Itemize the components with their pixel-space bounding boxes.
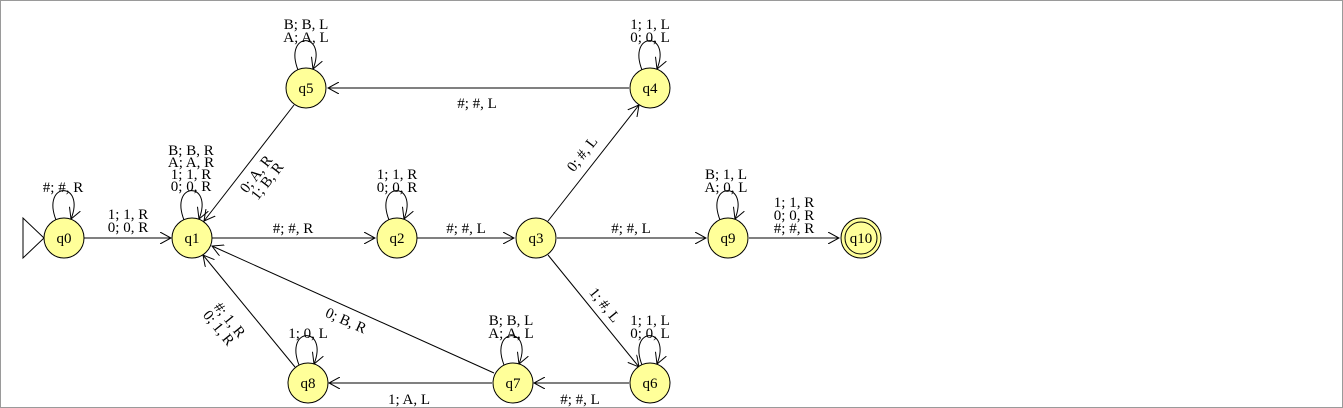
loop-q9 [716, 190, 738, 221]
state-q2: q2 [376, 217, 418, 259]
label-loop-q1: B; B, R [168, 143, 213, 159]
label-loop-q5: A; A, L [283, 30, 328, 46]
state-label: q6 [643, 376, 659, 392]
loop-q4 [638, 40, 660, 71]
state-q9: q9 [707, 217, 749, 259]
state-q8: q8 [287, 362, 329, 404]
loop-q5 [294, 40, 316, 71]
label-loop-q1: 0; 0, R [171, 179, 211, 195]
label-q7-q8: 1; A, L [388, 392, 430, 408]
edge-q3-q6 [547, 254, 639, 367]
state-q7: q7 [492, 362, 534, 404]
loop-q2 [385, 190, 407, 221]
label-loop-q1: 1; 1, R [171, 167, 211, 183]
state-q3: q3 [515, 217, 557, 259]
label-q3-q6: 1; #, L [585, 285, 622, 326]
label-loop-q2: 1; 1, R [377, 167, 417, 183]
label-loop-q6: 1; 1, L [630, 313, 670, 329]
state-label: q8 [301, 376, 316, 392]
edge-q5-q1 [204, 104, 295, 221]
label-loop-q7: A; A, L [488, 326, 533, 342]
state-label: q9 [721, 231, 736, 247]
state-label: q3 [529, 231, 544, 247]
start-arrow-marker [22, 216, 45, 260]
state-label: q4 [643, 81, 659, 97]
label-q3-q4: 0; #, L [564, 134, 601, 175]
label-loop-q8: 1; 0, L [288, 326, 328, 342]
state-label: q10 [850, 231, 873, 247]
loop-q7 [500, 335, 522, 366]
state-label: q0 [57, 231, 72, 247]
label-loop-q2: 0; 0, R [377, 180, 417, 196]
label-q7-q1: 0; B, R [323, 305, 369, 337]
label-q3-q9: #; #, L [611, 221, 651, 237]
label-loop-q5: B; B, L [284, 17, 329, 33]
label-loop-q4: 0; 0, L [630, 30, 670, 46]
label-q9-q10: #; #, R [774, 221, 814, 237]
loop-q1 [180, 190, 202, 221]
state-label: q1 [185, 231, 200, 247]
state-label: q7 [506, 376, 522, 392]
label-q1-q2: #; #, R [273, 221, 313, 237]
state-q5: q5 [285, 67, 327, 109]
label-loop-q7: B; B, L [489, 313, 534, 329]
label-q0-q1: 1; 1, R [108, 207, 148, 223]
label-q2-q3: #; #, L [446, 221, 486, 237]
label-loop-q9: A; 0, L [705, 180, 748, 196]
loop-q8 [295, 335, 317, 366]
state-q0: q0 [43, 217, 85, 259]
state-q10-accepting: q10 [840, 217, 882, 259]
label-q9-q10: 0; 0, R [774, 208, 814, 224]
label-q9-q10: 1; 1, R [774, 195, 814, 211]
edge-q8-q1 [203, 255, 296, 368]
loop-q0 [52, 190, 74, 221]
label-loop-q9: B; 1, L [705, 167, 747, 183]
state-label: q2 [390, 231, 405, 247]
label-loop-q6: 0; 0, L [630, 326, 670, 342]
label-q6-q7: #; #, L [560, 392, 600, 408]
label-q4-q5: #; #, L [457, 96, 497, 112]
edge-q3-q4 [547, 105, 639, 222]
label-loop-q0: #; #, R [43, 180, 83, 196]
label-q0-q1: 0; 0, R [108, 220, 148, 236]
state-label: q5 [299, 81, 314, 97]
label-loop-q1: A; A, R [168, 155, 214, 171]
label-loop-q4: 1; 1, L [630, 17, 670, 33]
edge-q7-q1 [212, 246, 495, 374]
state-q1: q1 [171, 217, 213, 259]
loop-q6 [638, 335, 660, 366]
state-q6: q6 [629, 362, 671, 404]
state-q4: q4 [629, 67, 671, 109]
